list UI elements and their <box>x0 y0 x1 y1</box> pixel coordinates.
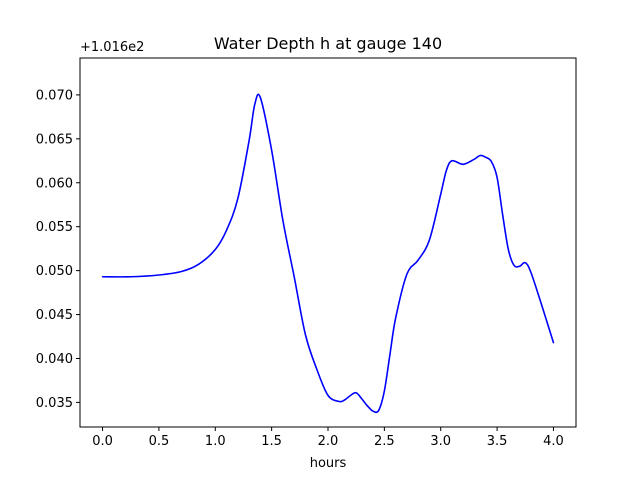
x-tick-label: 2.5 <box>374 434 395 449</box>
y-tick-label: 0.035 <box>36 396 73 411</box>
y-tick-label: 0.040 <box>36 352 73 367</box>
series-line-0 <box>101 93 555 414</box>
y-tick-label: 0.050 <box>36 264 73 279</box>
x-tick-label: 0.5 <box>149 434 170 449</box>
x-tick-label: 4.0 <box>543 434 564 449</box>
x-tick-label: 1.0 <box>205 434 226 449</box>
y-tick-label: 0.055 <box>36 220 73 235</box>
x-tick-label: 0.0 <box>92 434 113 449</box>
x-axis-label: hours <box>310 456 347 471</box>
y-tick-label: 0.070 <box>36 88 73 103</box>
x-tick-label: 3.5 <box>487 434 508 449</box>
x-tick-label: 2.0 <box>318 434 339 449</box>
x-tick-label: 3.0 <box>430 434 451 449</box>
y-tick-label: 0.045 <box>36 308 73 323</box>
x-tick-label: 1.5 <box>261 434 282 449</box>
chart-title: Water Depth h at gauge 140 <box>214 34 442 53</box>
y-tick-label: 0.060 <box>36 176 73 191</box>
y-offset-label: +1.016e2 <box>80 40 144 55</box>
plot-frame <box>79 57 577 428</box>
y-tick-label: 0.065 <box>36 132 73 147</box>
